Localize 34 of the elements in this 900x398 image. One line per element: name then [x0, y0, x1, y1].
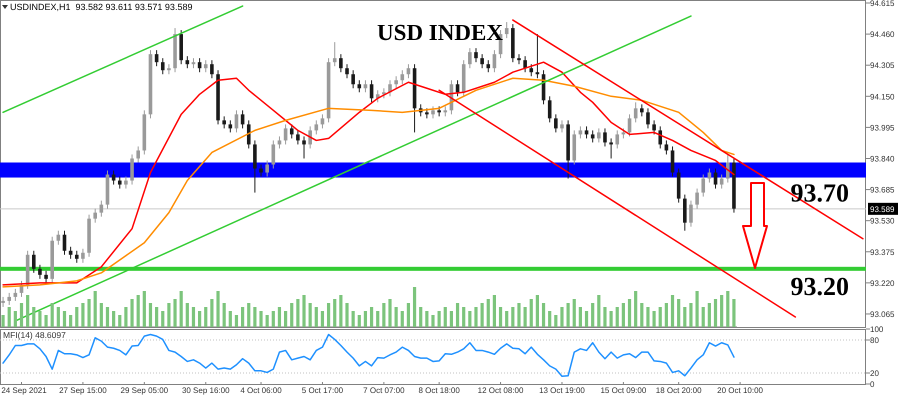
x-tick-label: 15 Oct 09:00 [600, 386, 647, 395]
band-label: 93.70 [790, 178, 849, 208]
x-tick-label: 29 Sep 05:00 [120, 386, 169, 395]
x-tick-label: 5 Oct 17:00 [302, 386, 344, 395]
y-tick-label: 93.065 [870, 310, 896, 319]
y-tick-label: 94.460 [870, 30, 896, 40]
ref-line-label: 93.589 [870, 204, 896, 214]
y-tick-label: 93.840 [870, 154, 896, 164]
y-tick-label: 93.995 [870, 123, 896, 132]
annotation: USDINDEX,H1 93.582 93.611 93.571 93.589 [10, 2, 192, 12]
x-tick-label: 20 Oct 10:00 [717, 386, 764, 395]
y-tick-label: 94.305 [870, 61, 896, 70]
y-tick-label: 80 [870, 336, 880, 345]
text: USD INDEX [377, 20, 504, 45]
x-tick-label: 13 Oct 19:00 [539, 386, 586, 395]
y-tick-label: 0 [870, 380, 875, 389]
y-tick-label: 93.220 [870, 278, 896, 288]
band-label: 93.20 [790, 272, 849, 301]
x-tick-label: 4 Oct 06:00 [240, 386, 282, 395]
y-tick-label: 93.530 [870, 216, 896, 226]
y-tick-label: 93.685 [870, 186, 896, 195]
y-tick-label: 20 [870, 369, 880, 378]
chart-title: MFI(14) 48.6097 [3, 330, 66, 340]
x-tick-label: 7 Oct 07:00 [363, 386, 406, 395]
x-tick-label: 27 Sep 15:00 [59, 386, 108, 395]
x-tick-label: 8 Oct 18:00 [418, 386, 460, 395]
x-tick-label: 30 Sep 16:00 [182, 386, 230, 395]
y-tick-label: 93.375 [870, 248, 896, 257]
x-tick-label: 18 Oct 20:00 [656, 386, 702, 395]
x-tick-label: 12 Oct 08:00 [478, 386, 524, 395]
y-tick-label: 100 [870, 325, 884, 334]
y-tick-label: 94.615 [870, 0, 896, 8]
x-tick-label: 24 Sep 2021 [1, 386, 48, 395]
y-tick-label: 94.150 [870, 92, 896, 102]
